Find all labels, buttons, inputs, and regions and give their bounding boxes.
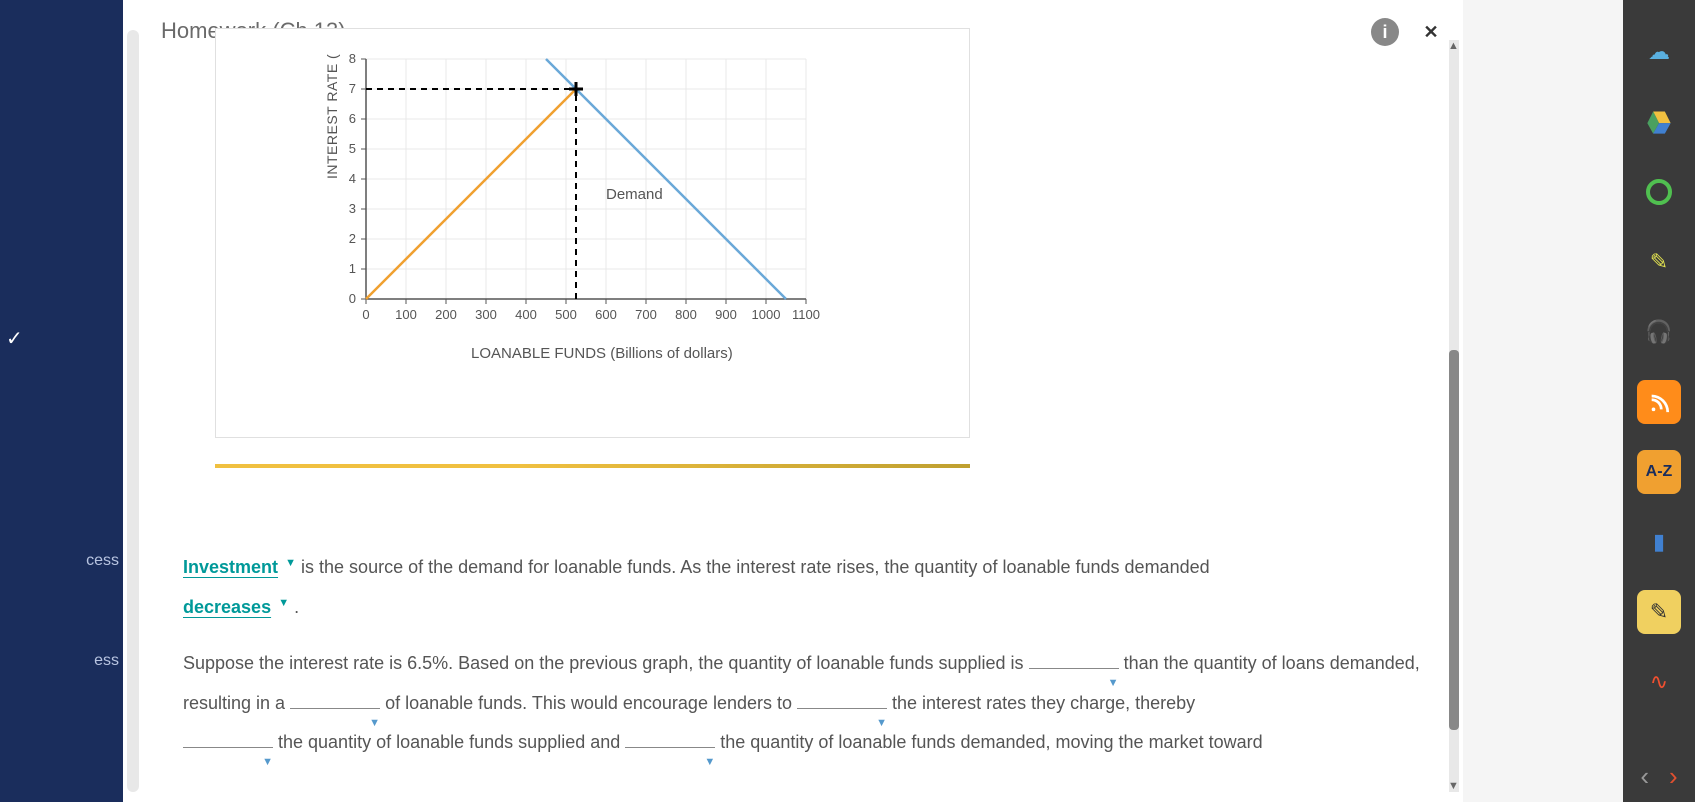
svg-text:0: 0 [362, 307, 369, 322]
left-scrollbar[interactable] [127, 30, 139, 792]
svg-text:2: 2 [349, 231, 356, 246]
dropdown-blank-5[interactable] [625, 747, 715, 748]
right-scrollbar[interactable]: ▲ ▼ [1449, 40, 1459, 792]
svg-text:300: 300 [475, 307, 497, 322]
scrollbar-thumb[interactable] [1449, 350, 1459, 730]
headphones-icon[interactable]: 🎧 [1637, 310, 1681, 354]
svg-text:0: 0 [349, 291, 356, 306]
note-icon[interactable]: ✎ [1637, 590, 1681, 634]
section-divider [215, 464, 970, 468]
text: Suppose the interest rate is 6.5%. Based… [183, 653, 1029, 673]
highlighter-icon[interactable]: ✎ [1637, 240, 1681, 284]
svg-text:8: 8 [349, 51, 356, 66]
svg-text:600: 600 [595, 307, 617, 322]
demand-line-label: Demand [606, 186, 663, 203]
dropdown-source[interactable]: Investment [183, 548, 296, 588]
svg-text:3: 3 [349, 201, 356, 216]
chevron-left-icon[interactable]: ‹ [1640, 761, 1649, 792]
svg-text:800: 800 [675, 307, 697, 322]
dropdown-direction[interactable]: decreases [183, 588, 289, 628]
drive-icon[interactable] [1637, 100, 1681, 144]
svg-text:1100: 1100 [792, 307, 820, 322]
svg-text:1000: 1000 [752, 307, 781, 322]
text: the interest rates they charge, thereby [887, 693, 1195, 713]
close-icon[interactable]: ✕ [1417, 18, 1445, 46]
svg-text:100: 100 [395, 307, 417, 322]
toolbar-nav: ‹ › [1640, 761, 1677, 792]
x-axis-label: LOANABLE FUNDS (Billions of dollars) [471, 345, 733, 362]
svg-text:700: 700 [635, 307, 657, 322]
text: is the source of the demand for loanable… [296, 557, 1210, 577]
svg-text:7: 7 [349, 81, 356, 96]
info-icon[interactable]: i [1371, 18, 1399, 46]
svg-text:1: 1 [349, 261, 356, 276]
sidebar-item-b[interactable]: ess [0, 646, 123, 676]
cloud-icon[interactable]: ☁ [1637, 30, 1681, 74]
svg-text:200: 200 [435, 307, 457, 322]
svg-text:400: 400 [515, 307, 537, 322]
chevron-right-icon[interactable]: › [1669, 761, 1678, 792]
circle-icon[interactable] [1637, 170, 1681, 214]
dropdown-blank-4[interactable] [183, 747, 273, 748]
paragraph-1: Investment is the source of the demand f… [183, 548, 1443, 627]
svg-text:6: 6 [349, 111, 356, 126]
svg-text:5: 5 [349, 141, 356, 156]
text: of loanable funds. This would encourage … [380, 693, 797, 713]
dropdown-blank-3[interactable] [797, 708, 887, 709]
text: the quantity of loanable funds supplied … [273, 732, 625, 752]
check-icon: ✓ [6, 326, 23, 351]
squiggle-icon[interactable]: ∿ [1637, 660, 1681, 704]
right-toolbar: ☁ ✎ 🎧 A-Z ▮ ✎ ∿ ‹ › [1623, 0, 1695, 802]
sidebar-item-a[interactable]: cess [0, 546, 123, 576]
svg-text:500: 500 [555, 307, 577, 322]
text: . [289, 597, 299, 617]
loanable-funds-chart[interactable]: 0 100 200 300 400 500 600 700 800 900 1000 1100 0 1 2 3… [316, 29, 916, 339]
left-sidebar: ✓ cess ess [0, 0, 123, 802]
paragraph-2: Suppose the interest rate is 6.5%. Based… [183, 644, 1443, 763]
rss-icon[interactable] [1637, 380, 1681, 424]
main-panel: Homework (Ch 13) i ✕ INTEREST RATE ( 010… [123, 0, 1463, 802]
svg-text:900: 900 [715, 307, 737, 322]
chart-container: INTEREST RATE ( 010020030040050060070080… [215, 28, 970, 438]
svg-text:4: 4 [349, 171, 356, 186]
dropdown-blank-2[interactable] [290, 708, 380, 709]
az-button[interactable]: A-Z [1637, 450, 1681, 494]
scroll-up-icon[interactable]: ▲ [1448, 40, 1459, 52]
dropdown-blank-1[interactable] [1029, 668, 1119, 669]
scroll-down-icon[interactable]: ▼ [1448, 780, 1459, 792]
book-icon[interactable]: ▮ [1637, 520, 1681, 564]
text: the quantity of loanable funds demanded,… [715, 732, 1262, 752]
